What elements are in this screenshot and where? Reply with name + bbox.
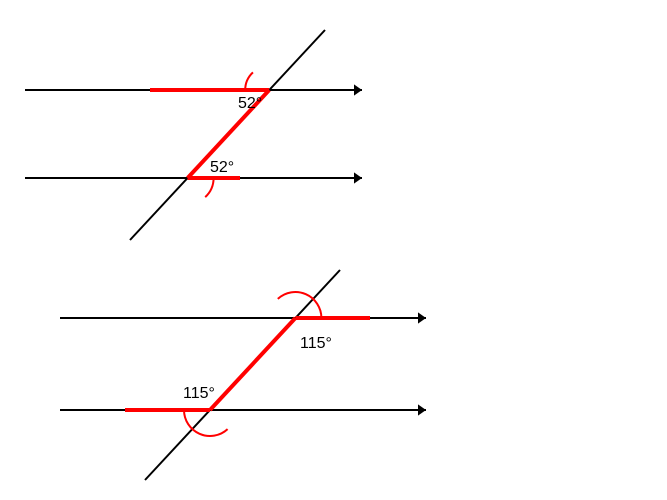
angle-diagram-1: 52° 52° <box>25 30 362 240</box>
angle-diagram-2: 115° 115° <box>60 270 426 480</box>
diagram-svg: 52° 52° 115° 115° <box>0 0 667 500</box>
angle-arc <box>205 178 213 197</box>
angle-label: 52° <box>238 95 262 112</box>
diagram-canvas: 52° 52° 115° 115° <box>0 0 667 500</box>
angle-label: 115° <box>300 335 332 352</box>
angle-arc <box>245 72 253 90</box>
angle-label: 52° <box>210 159 234 176</box>
z-highlight-segment <box>210 318 295 410</box>
angle-label: 115° <box>183 385 215 402</box>
